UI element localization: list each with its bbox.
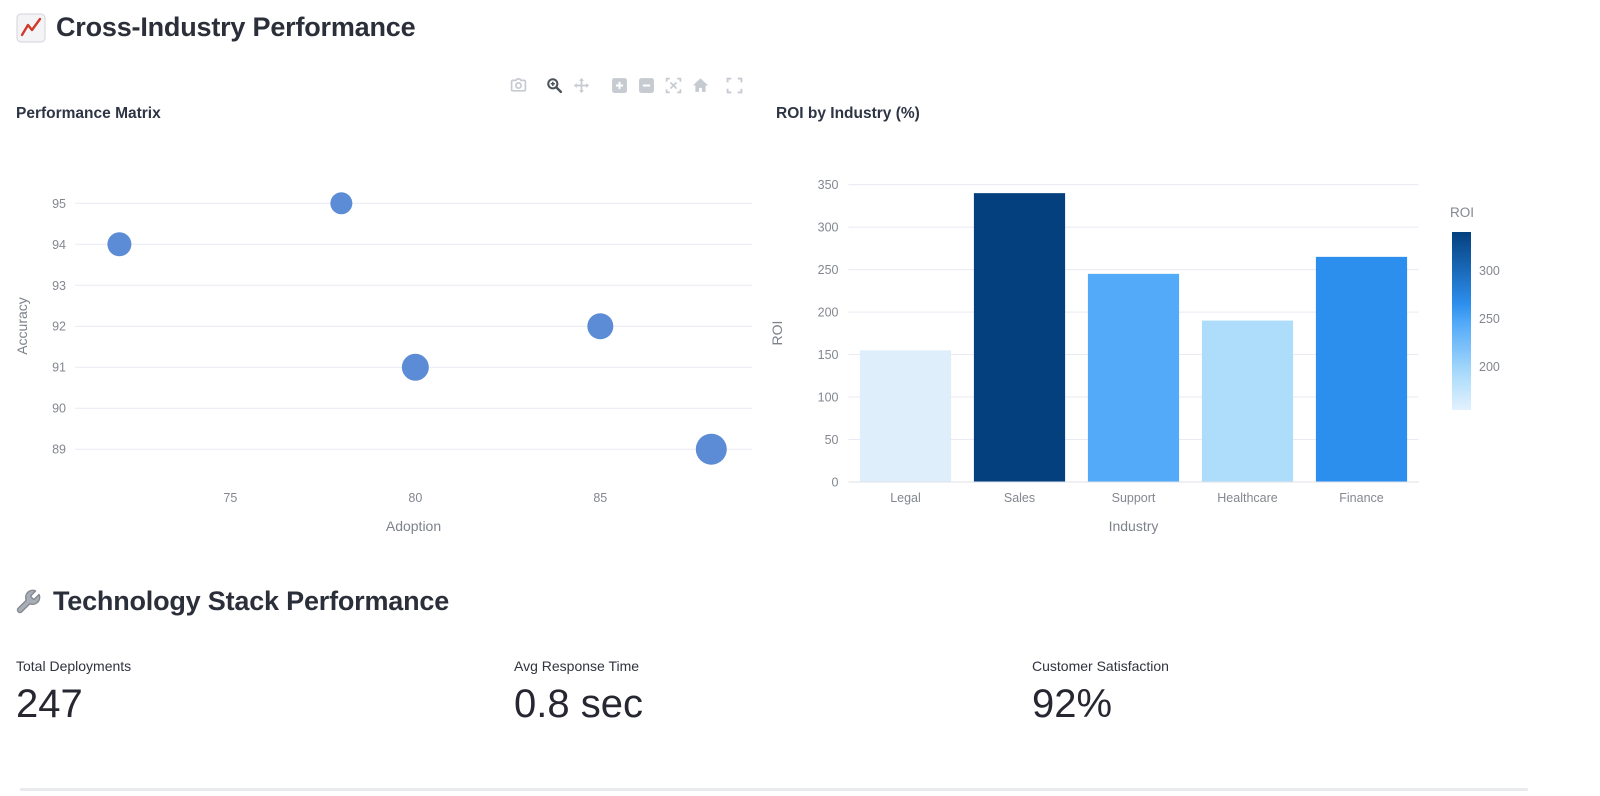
y-tick-label: 95 xyxy=(52,197,66,211)
y-tick-label: 300 xyxy=(818,221,839,235)
wrench-icon xyxy=(14,588,42,616)
camera-icon[interactable] xyxy=(510,77,527,94)
plotly-modebar xyxy=(510,77,753,94)
y-tick-label: 90 xyxy=(52,402,66,416)
x-tick-label: 80 xyxy=(408,491,422,505)
scatter-point[interactable] xyxy=(695,433,727,465)
section-header: Technology Stack Performance xyxy=(14,586,449,617)
page-title: Cross-Industry Performance xyxy=(56,12,416,42)
metric-avg-response-time: Avg Response Time 0.8 sec xyxy=(514,658,643,724)
metric-total-deployments: Total Deployments 247 xyxy=(16,658,131,724)
bar-legal[interactable] xyxy=(859,350,952,482)
zoom-icon[interactable] xyxy=(546,77,563,94)
y-tick-label: 200 xyxy=(818,306,839,320)
colorbar-tick-label: 200 xyxy=(1479,360,1500,374)
x-tick-label: Healthcare xyxy=(1217,491,1277,505)
scatter-chart-title: Performance Matrix xyxy=(16,105,161,122)
x-axis-title: Adoption xyxy=(386,518,441,534)
bar-chart[interactable]: 0 50 100 150 200 250 300 350 Legal Sales Support He… xyxy=(760,100,1550,550)
scatter-point[interactable] xyxy=(401,353,429,381)
y-tick-label: 150 xyxy=(818,348,839,362)
page-header: Cross-Industry Performance xyxy=(16,12,416,43)
y-axis-title: ROI xyxy=(769,321,785,346)
metric-value: 92% xyxy=(1032,682,1113,726)
y-tick-label: 91 xyxy=(52,361,66,375)
metric-label: Total Deployments xyxy=(16,658,132,674)
metric-value: 0.8 sec xyxy=(514,682,643,726)
y-tick-label: 250 xyxy=(818,263,839,277)
metric-customer-satisfaction: Customer Satisfaction 92% xyxy=(1032,658,1169,724)
autoscale-icon[interactable] xyxy=(665,77,682,94)
bar-finance[interactable] xyxy=(1315,256,1408,482)
y-tick-label: 50 xyxy=(825,433,839,447)
x-tick-label: Finance xyxy=(1339,491,1384,505)
x-tick-label: Legal xyxy=(890,491,921,505)
zoom-out-icon[interactable] xyxy=(638,77,655,94)
zoom-in-icon[interactable] xyxy=(611,77,628,94)
scatter-plot-area[interactable] xyxy=(75,150,752,482)
colorbar-title: ROI xyxy=(1450,205,1474,220)
y-tick-label: 92 xyxy=(52,320,66,334)
bar-support[interactable] xyxy=(1087,273,1180,482)
bar-sales[interactable] xyxy=(973,193,1066,482)
bar-chart-title: ROI by Industry (%) xyxy=(776,105,920,122)
section-title: Technology Stack Performance xyxy=(53,586,450,616)
y-tick-label: 93 xyxy=(52,279,66,293)
colorbar xyxy=(1452,232,1471,410)
scatter-point[interactable] xyxy=(107,232,132,257)
chart-increasing-icon xyxy=(16,13,46,43)
metric-value: 247 xyxy=(16,682,83,726)
horizontal-divider xyxy=(20,788,1528,791)
y-tick-label: 100 xyxy=(818,391,839,405)
metric-label: Avg Response Time xyxy=(514,658,640,674)
y-tick-label: 89 xyxy=(52,443,66,457)
y-tick-label: 94 xyxy=(52,238,66,252)
bar-healthcare[interactable] xyxy=(1201,320,1294,482)
y-tick-label: 350 xyxy=(818,178,839,192)
y-axis-title: Accuracy xyxy=(14,297,30,355)
y-tick-label: 0 xyxy=(832,476,839,490)
colorbar-tick-label: 300 xyxy=(1479,264,1500,278)
pan-icon[interactable] xyxy=(573,77,590,94)
colorbar-tick-label: 250 xyxy=(1479,312,1500,326)
x-tick-label: Support xyxy=(1112,491,1156,505)
scatter-point[interactable] xyxy=(330,192,353,215)
home-icon[interactable] xyxy=(692,77,709,94)
metric-label: Customer Satisfaction xyxy=(1032,658,1169,674)
scatter-chart[interactable]: 89 90 91 92 93 94 95 75 80 85 Adoption Accuracy xyxy=(0,100,770,550)
x-axis-title: Industry xyxy=(1109,518,1159,534)
fullscreen-icon[interactable] xyxy=(726,77,743,94)
x-tick-label: 75 xyxy=(223,491,237,505)
x-tick-label: 85 xyxy=(593,491,607,505)
x-tick-label: Sales xyxy=(1004,491,1035,505)
scatter-point[interactable] xyxy=(587,313,614,340)
